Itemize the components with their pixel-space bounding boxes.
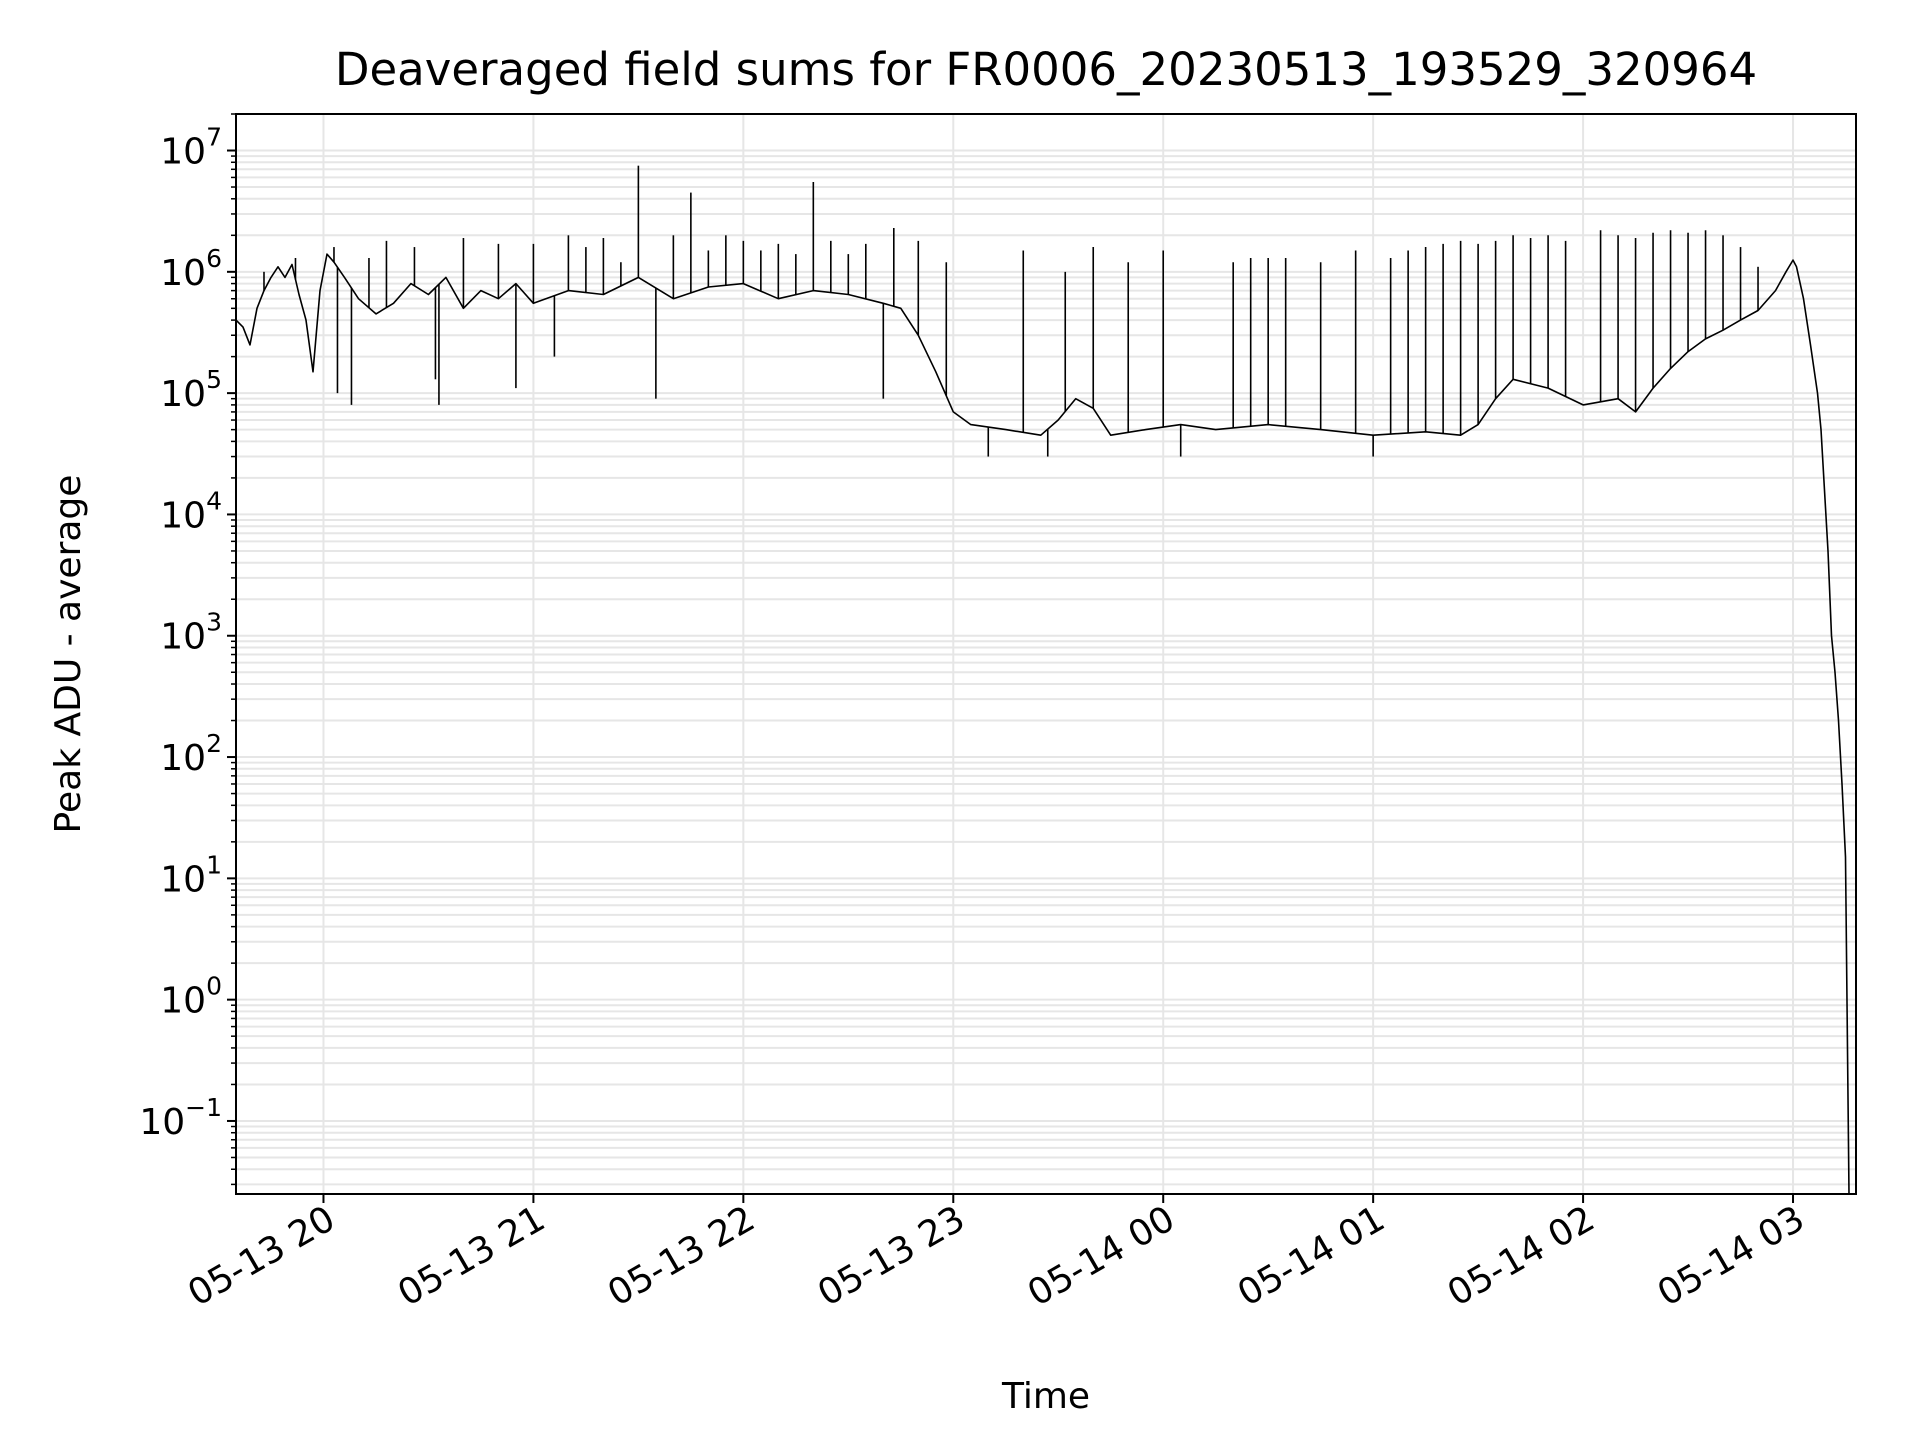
y-tick-label: 100	[160, 972, 222, 1022]
y-axis-label: Peak ADU - average	[48, 475, 89, 834]
x-axis-label: Time	[1001, 1376, 1090, 1417]
y-axis-ticks: 107 106 105 104 103 102 101 100 10−1	[139, 113, 236, 1186]
series-group	[235, 165, 1850, 1195]
y-tick-label: 104	[160, 486, 222, 536]
y-tick-label: 10−1	[139, 1093, 222, 1143]
y-tick-label: 105	[160, 365, 222, 415]
y-tick-label: 107	[160, 123, 222, 173]
y-tick-label: 102	[160, 729, 222, 779]
y-tick-label: 103	[160, 608, 222, 658]
y-tick-label: 106	[160, 244, 222, 294]
y-tick-label: 101	[160, 850, 222, 900]
chart-title: Deaveraged field sums for FR0006_2023051…	[335, 43, 1757, 96]
